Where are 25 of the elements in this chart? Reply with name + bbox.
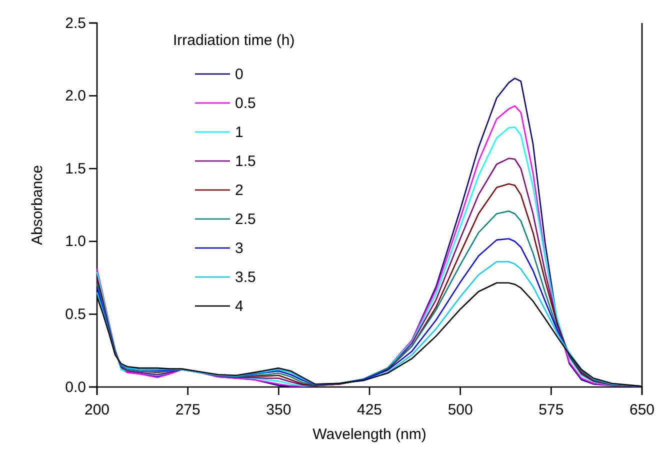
y-tick-label: 1.0: [65, 233, 86, 250]
legend-label: 2: [235, 182, 244, 199]
legend-label: 3: [235, 240, 244, 257]
x-tick-label: 650: [629, 402, 655, 418]
y-tick-label: 0.0: [65, 378, 86, 396]
x-tick-label: 575: [538, 402, 564, 418]
x-tick-label: 500: [448, 402, 473, 418]
x-tick-label: 350: [266, 402, 292, 418]
y-tick-label: 2.5: [65, 14, 86, 32]
y-tick-label: 1.5: [65, 160, 86, 178]
y-tick-label: 0.5: [65, 306, 86, 323]
y-axis-title: Absorbance: [29, 164, 46, 246]
x-tick-label: 200: [84, 402, 110, 418]
x-tick-label: 425: [356, 402, 382, 418]
legend-label: 1: [235, 124, 244, 141]
legend-label: 1.5: [235, 153, 256, 170]
x-axis-title: Wavelength (nm): [312, 426, 426, 443]
legend-label: 0.5: [235, 95, 256, 112]
x-tick-label: 275: [175, 402, 200, 418]
legend-label: 3.5: [235, 269, 256, 286]
legend-label: 2.5: [235, 211, 256, 228]
legend-label: 0: [235, 66, 244, 83]
y-tick-label: 2.0: [65, 88, 86, 105]
legend-title: Irradiation time (h): [173, 32, 295, 49]
legend-label: 4: [235, 298, 244, 315]
